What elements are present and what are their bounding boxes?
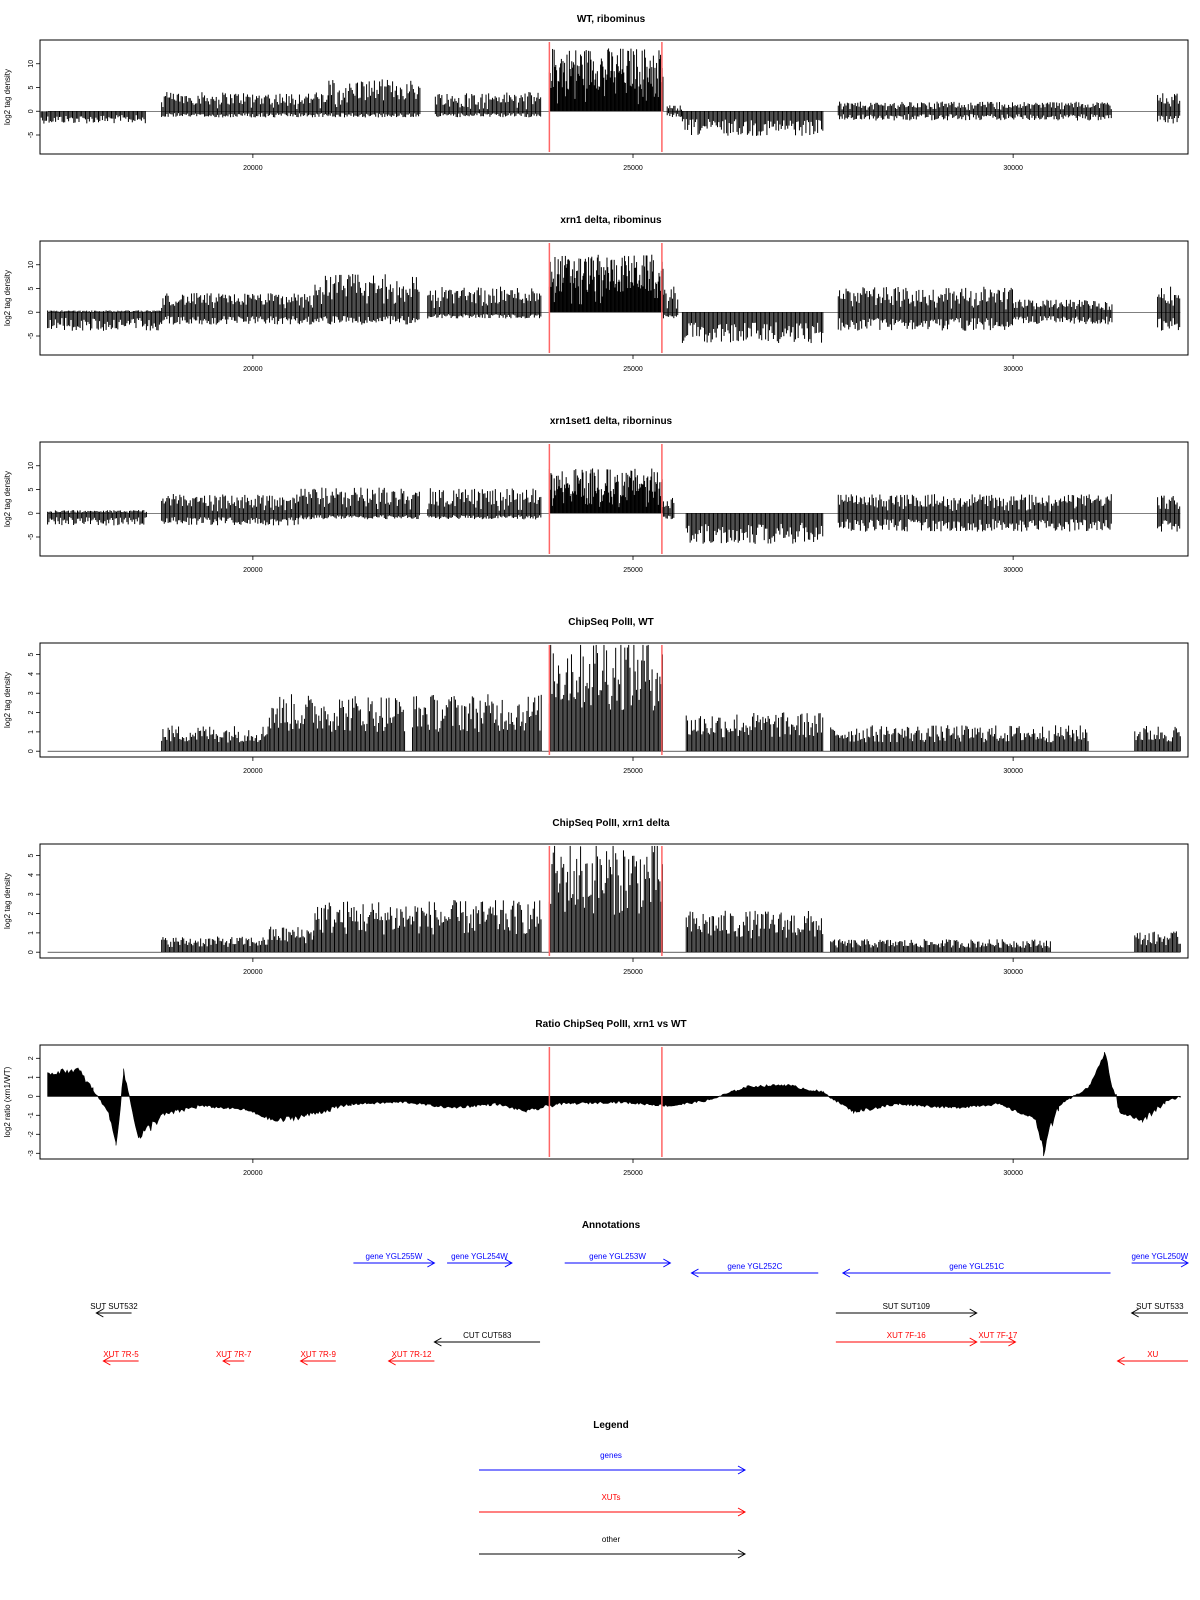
x-tick-label: 25000	[623, 567, 643, 574]
y-axis-label: log2 tag density	[3, 471, 12, 527]
y-tick-label: 10	[28, 261, 35, 269]
y-tick-label: -5	[28, 534, 35, 540]
x-tick-label: 20000	[243, 366, 263, 373]
chart-panel-3: xrn1set1 delta, riborninus log2 tag densi…	[3, 416, 1189, 574]
y-tick-label: -5	[28, 333, 35, 339]
y-tick-label: -5	[28, 132, 35, 138]
x-tick-label: 20000	[243, 567, 263, 574]
plot-frame	[39, 441, 1189, 557]
chart-title: xrn1 delta, ribominus	[560, 215, 662, 226]
x-tick-label: 30000	[1003, 366, 1023, 373]
x-tick-label: 30000	[1003, 567, 1023, 574]
plot-frame	[39, 240, 1189, 356]
y-axis-label: log2 tag density	[3, 69, 12, 125]
chart-panel-2: xrn1 delta, ribominus log2 tag density -5 0…	[3, 215, 1189, 373]
y-tick-label: 5	[28, 85, 35, 89]
y-tick-label: 5	[28, 487, 35, 491]
data-layer	[39, 48, 1181, 136]
data-layer	[47, 254, 1181, 344]
data-layer	[47, 468, 1181, 544]
y-tick-label: 10	[28, 60, 35, 68]
y-tick-label: 10	[28, 462, 35, 470]
x-tick-label: 25000	[623, 165, 643, 172]
y-axis-label: log2 tag density	[3, 270, 12, 326]
y-axis-label: log2 tag density	[3, 672, 12, 728]
y-tick-label: 0	[28, 511, 35, 515]
x-tick-label: 20000	[243, 165, 263, 172]
y-tick-label: 5	[28, 286, 35, 290]
data-layer	[47, 644, 1181, 752]
chart-title: xrn1set1 delta, riborninus	[550, 416, 673, 427]
chart-panel-1: WT, ribominus log2 tag density -5 0 5 10 20000…	[3, 14, 1189, 172]
x-tick-label: 30000	[1003, 165, 1023, 172]
y-tick-label: 0	[28, 310, 35, 314]
chart-title: WT, ribominus	[577, 14, 646, 25]
y-tick-label: 0	[28, 109, 35, 113]
x-tick-label: 25000	[623, 366, 643, 373]
chart-title: ChipSeq PolII, WT	[568, 617, 654, 628]
plot-frame	[39, 39, 1189, 155]
